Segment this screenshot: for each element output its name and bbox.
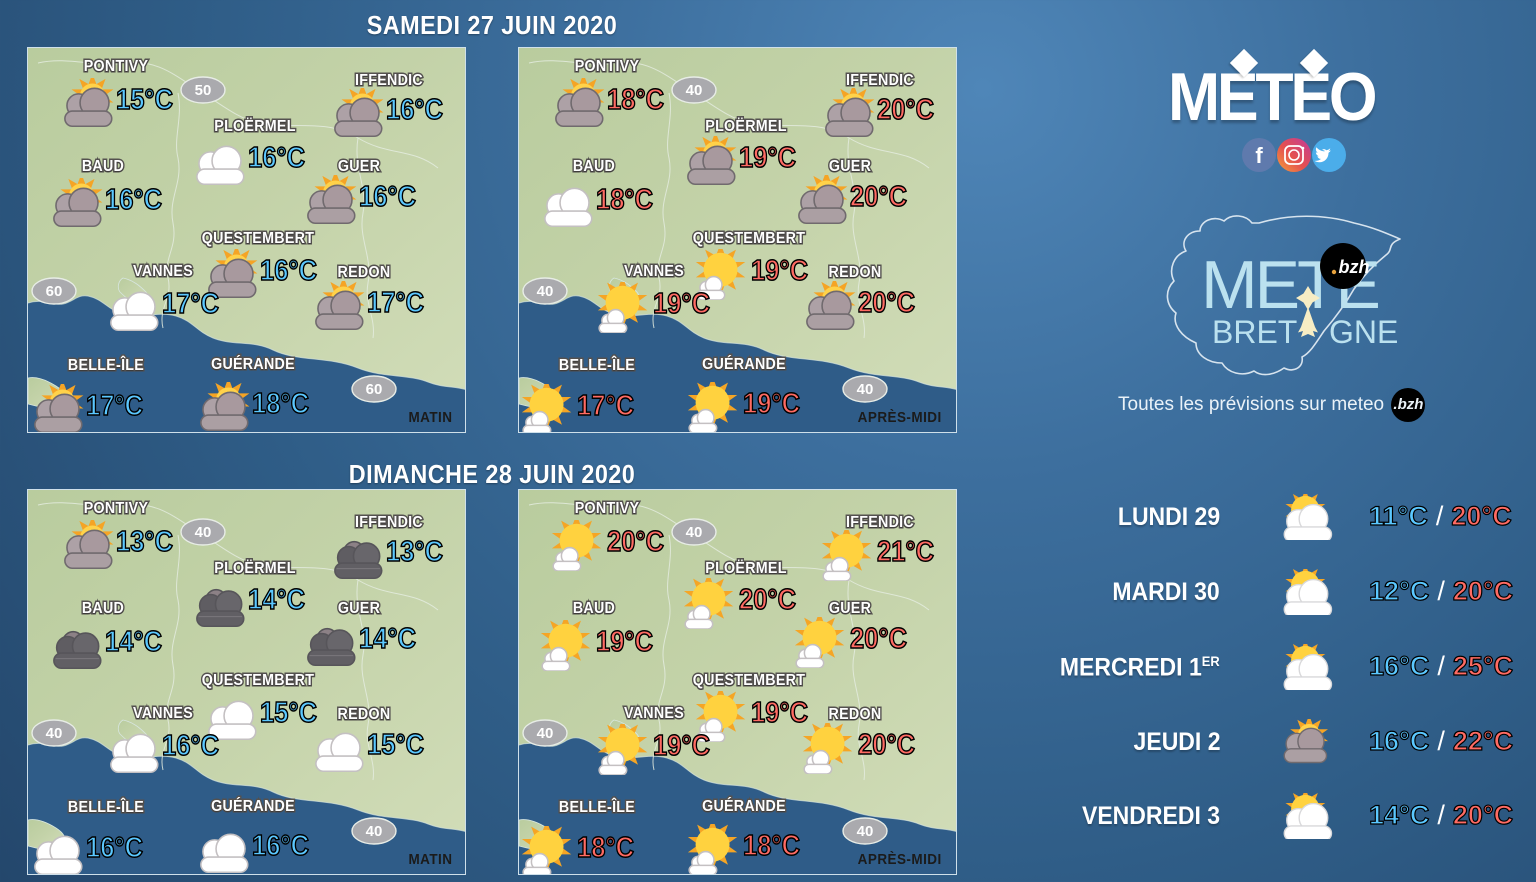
svg-text:40: 40 [366,823,383,840]
svg-text:40: 40 [537,283,554,300]
svg-text:40: 40 [686,524,703,541]
svg-text:bzh: bzh [1339,257,1370,277]
svg-text:40: 40 [857,381,874,398]
svg-text:40: 40 [537,725,554,742]
svg-text:60: 60 [366,381,383,398]
svg-text:GNE: GNE [1329,314,1398,350]
svg-text:40: 40 [46,725,63,742]
svg-text:50: 50 [195,82,212,99]
svg-text:60: 60 [46,283,63,300]
svg-text:40: 40 [686,82,703,99]
svg-text:40: 40 [195,524,212,541]
svg-text:BRET: BRET [1212,314,1297,350]
svg-text:f: f [1255,143,1263,168]
svg-text:40: 40 [857,823,874,840]
